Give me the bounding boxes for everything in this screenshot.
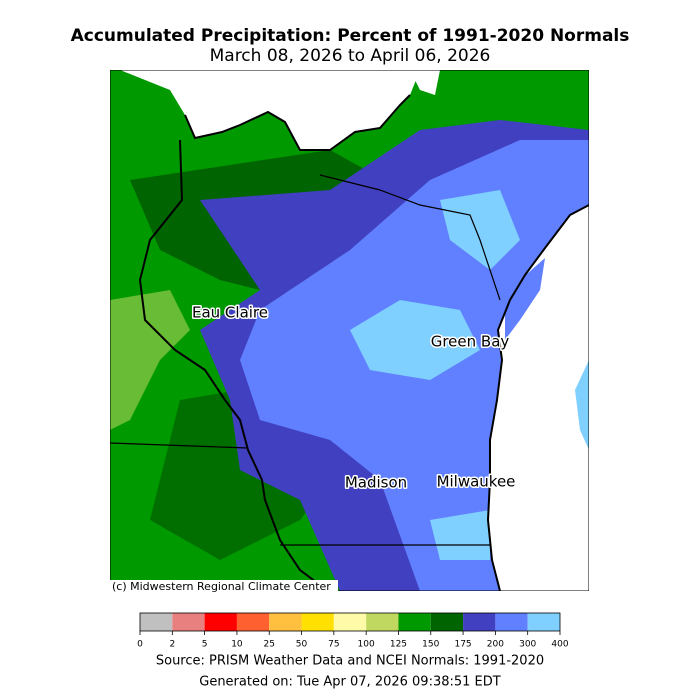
colorbar-segment bbox=[172, 613, 205, 631]
colorbar-tick-label: 25 bbox=[264, 640, 275, 650]
city-label: Green Bay bbox=[431, 333, 510, 351]
colorbar-tick-label: 300 bbox=[519, 640, 536, 650]
city-label: Madison bbox=[345, 474, 407, 492]
colorbar-segment bbox=[366, 613, 399, 631]
colorbar-tick-label: 50 bbox=[296, 640, 308, 650]
colorbar-segment bbox=[495, 613, 528, 631]
colorbar-segment bbox=[269, 613, 302, 631]
colorbar-tick-label: 150 bbox=[422, 640, 439, 650]
city-label: Eau Claire bbox=[192, 304, 268, 322]
colorbar-segment bbox=[430, 613, 464, 631]
colorbar-tick-label: 400 bbox=[551, 640, 568, 650]
colorbar-tick-label: 0 bbox=[137, 640, 143, 650]
subtitle: March 08, 2026 to April 06, 2026 bbox=[210, 46, 491, 66]
credit: (c) Midwestern Regional Climate Center bbox=[112, 580, 331, 593]
source: Source: PRISM Weather Data and NCEI Norm… bbox=[156, 654, 544, 669]
colorbar-tick-label: 2 bbox=[169, 640, 175, 650]
colorbar-frame bbox=[139, 612, 561, 632]
colorbar-tick-label: 5 bbox=[202, 640, 208, 650]
colorbar-tick-label: 125 bbox=[390, 640, 407, 650]
colorbar-segment bbox=[301, 613, 334, 631]
generated: Generated on: Tue Apr 07, 2026 09:38:51 … bbox=[199, 675, 501, 690]
colorbar-tick-label: 10 bbox=[231, 640, 243, 650]
colorbar-tick-label: 100 bbox=[358, 640, 375, 650]
map bbox=[110, 70, 589, 591]
colorbar-tick-label: 75 bbox=[328, 640, 339, 650]
colorbar-segment bbox=[527, 613, 560, 631]
title: Accumulated Precipitation: Percent of 19… bbox=[71, 26, 630, 46]
city-labels: Eau Claire Green Bay Madison Milwaukee bbox=[190, 302, 516, 493]
colorbar-segment bbox=[333, 613, 367, 631]
colorbar-segment bbox=[236, 613, 270, 631]
colorbar-tick-label: 175 bbox=[454, 640, 471, 650]
colorbar-tick-label: 200 bbox=[487, 640, 504, 650]
colorbar-segment bbox=[463, 613, 496, 631]
city-label: Milwaukee bbox=[437, 473, 516, 491]
credit-bg bbox=[110, 580, 338, 593]
colorbar-segment bbox=[204, 613, 237, 631]
colorbar: 0 2 5 10 25 50 75 100 125 150 175 200 300 400 bbox=[137, 612, 569, 650]
colorbar-segment bbox=[398, 613, 431, 631]
colorbar-segment bbox=[140, 613, 173, 631]
